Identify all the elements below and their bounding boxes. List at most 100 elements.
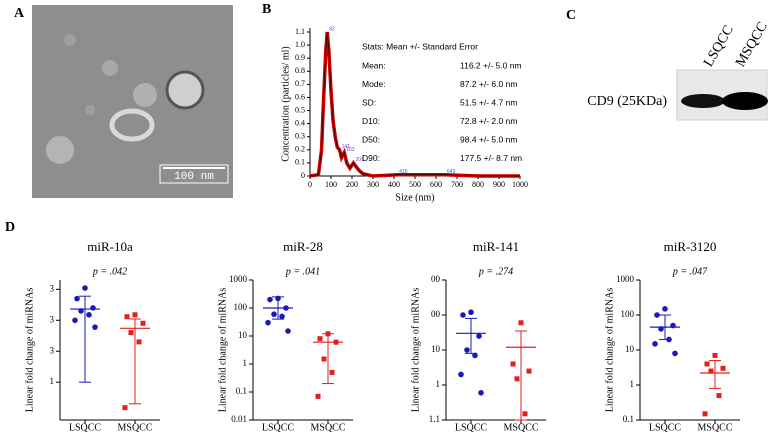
data-point	[317, 336, 323, 342]
data-point	[702, 411, 708, 417]
x-tick-label: 700	[451, 180, 463, 189]
data-point	[72, 317, 78, 324]
data-point	[460, 312, 466, 318]
annotation: p = .047	[672, 266, 708, 277]
x-tick-label: 100	[325, 180, 337, 189]
y-tick-label: 10	[431, 344, 441, 354]
data-point	[720, 365, 726, 371]
data-point	[333, 339, 339, 345]
y-tick-label: 10	[625, 344, 635, 354]
stats-value: 72.8 +/- 2.0 nm	[460, 116, 517, 126]
stats-title: Stats: Mean +/- Standard Error	[362, 41, 478, 51]
stats-name: D90:	[362, 153, 380, 163]
stats-value: 51.5 +/- 4.7 nm	[460, 97, 517, 107]
peak-label: 207	[355, 157, 364, 163]
data-point	[136, 339, 142, 345]
data-point	[472, 352, 478, 359]
x-tick-label: 400	[388, 180, 400, 189]
stats-name: D10:	[362, 116, 380, 126]
data-point	[522, 411, 528, 417]
peak-label: 415	[399, 169, 408, 175]
x-tick-label: 1000	[512, 180, 528, 189]
data-point	[122, 405, 128, 411]
y-tick-label: 1	[243, 358, 248, 368]
peak-label: 643	[447, 169, 456, 175]
data-point	[90, 305, 96, 311]
panel-label: D	[5, 220, 15, 235]
data-point	[464, 347, 470, 353]
y-tick-label: 0.9	[295, 53, 305, 62]
stats-value: 98.4 +/- 5.0 nm	[460, 134, 517, 144]
y-tick-label: 1	[50, 376, 55, 386]
data-point	[128, 330, 134, 336]
stats-value: 87.2 +/- 6.0 nm	[460, 79, 517, 89]
data-point	[86, 312, 92, 318]
panel-label: C	[566, 8, 576, 23]
peak-label: 141	[342, 144, 351, 150]
data-point	[708, 368, 714, 374]
data-point	[654, 312, 660, 318]
curve	[309, 31, 520, 177]
data-point	[672, 350, 678, 357]
data-point	[712, 352, 718, 358]
data-point	[716, 393, 722, 399]
y-tick-label: 1000	[616, 274, 635, 284]
lane-label: LSQCC	[701, 23, 737, 70]
y-tick-label: 1.1	[429, 414, 440, 424]
data-point	[74, 295, 80, 302]
y-tick-label: 100	[234, 302, 248, 312]
data-point	[458, 371, 464, 378]
y-axis-label: Concentration (particles/ ml)	[280, 46, 291, 162]
data-point	[652, 341, 658, 347]
y-tick-label: 00	[431, 274, 441, 284]
x-tick-label: LSQCC	[649, 422, 682, 432]
data-point	[662, 306, 668, 312]
data-point	[279, 313, 285, 320]
data-point	[329, 369, 335, 375]
data-point	[124, 314, 130, 320]
x-tick-label: LSQCC	[69, 422, 102, 432]
x-tick-label: 600	[430, 180, 442, 189]
x-tick-label: 800	[472, 180, 484, 189]
y-tick-label: 3	[50, 314, 55, 324]
x-tick-label: 0	[308, 180, 312, 189]
data-point	[704, 361, 710, 367]
data-point	[468, 309, 474, 316]
y-tick-label: 1	[436, 379, 441, 389]
y-tick-label: 0.1	[236, 386, 247, 396]
y-tick-label: 3	[50, 283, 55, 293]
peak-label: 82	[329, 26, 335, 32]
data-point	[321, 356, 327, 362]
chart-title: miR-28	[283, 239, 323, 254]
y-tick-label: 0.1	[295, 158, 305, 167]
panel-label: A	[14, 6, 25, 21]
y-tick-label: 0.7	[295, 79, 305, 88]
chart-title: miR-10a	[87, 239, 133, 254]
data-point	[265, 319, 271, 326]
data-point	[526, 368, 532, 374]
western-blot: LSQCC MSQCC CD9 (25KDa)	[587, 20, 771, 121]
x-tick-label: MSQCC	[310, 422, 345, 432]
x-axis-label: Size (nm)	[395, 192, 434, 203]
data-point	[92, 324, 98, 330]
y-tick-label: 0.4	[295, 118, 305, 127]
data-point	[271, 311, 277, 318]
lane-label: MSQCC	[733, 20, 771, 70]
y-tick-label: 00	[431, 309, 441, 319]
data-point	[658, 326, 664, 332]
data-point	[666, 336, 672, 343]
data-point	[315, 393, 321, 399]
stats-name: SD:	[362, 97, 376, 107]
data-point	[140, 320, 146, 326]
y-tick-label: 0.5	[295, 105, 305, 114]
y-tick-label: 0.8	[295, 66, 305, 75]
data-point	[325, 331, 331, 337]
data-point	[275, 295, 281, 302]
x-tick-label: MSQCC	[503, 422, 538, 432]
data-point	[267, 296, 273, 303]
blot-label: CD9 (25KDa)	[587, 94, 667, 109]
y-tick-label: 100	[621, 309, 635, 319]
micrograph: 100 nm	[32, 5, 233, 198]
data-point	[132, 312, 138, 318]
y-tick-label: 0.3	[295, 132, 305, 141]
